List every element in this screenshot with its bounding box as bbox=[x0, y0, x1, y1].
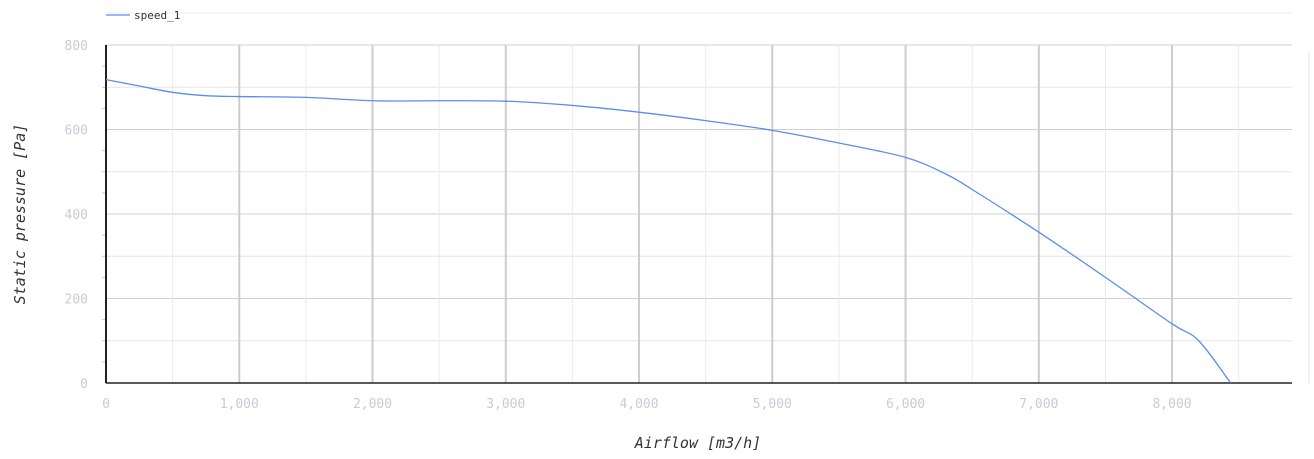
series-line-speed_1[interactable] bbox=[105, 79, 1232, 384]
grid bbox=[106, 12, 1310, 383]
x-tick-label: 6,000 bbox=[886, 397, 925, 412]
y-axis-title: Static pressure [Pa] bbox=[11, 124, 29, 305]
x-tick-label: 1,000 bbox=[220, 397, 259, 412]
y-tick-label: 200 bbox=[65, 293, 88, 308]
x-tick-label: 5,000 bbox=[753, 397, 792, 412]
legend[interactable]: speed_1 bbox=[106, 9, 180, 22]
x-axis-title: Airflow [m3/h] bbox=[634, 434, 761, 452]
x-tick-label: 7,000 bbox=[1019, 397, 1058, 412]
x-tick-label: 8,000 bbox=[1152, 397, 1191, 412]
x-tick-label: 0 bbox=[102, 397, 110, 412]
legend-label: speed_1 bbox=[134, 9, 180, 22]
axes: 0 200 400 600 800 0 1,000 2,000 3,000 4,000 5,000 6… bbox=[65, 39, 1292, 412]
y-tick-label: 400 bbox=[65, 208, 88, 223]
x-tick-label: 4,000 bbox=[619, 397, 658, 412]
y-tick-label: 0 bbox=[80, 377, 88, 392]
y-tick-label: 800 bbox=[65, 39, 88, 54]
x-tick-label: 3,000 bbox=[486, 397, 525, 412]
series-layer bbox=[105, 79, 1232, 384]
y-tick-label: 600 bbox=[65, 124, 88, 139]
x-tick-label: 2,000 bbox=[353, 397, 392, 412]
